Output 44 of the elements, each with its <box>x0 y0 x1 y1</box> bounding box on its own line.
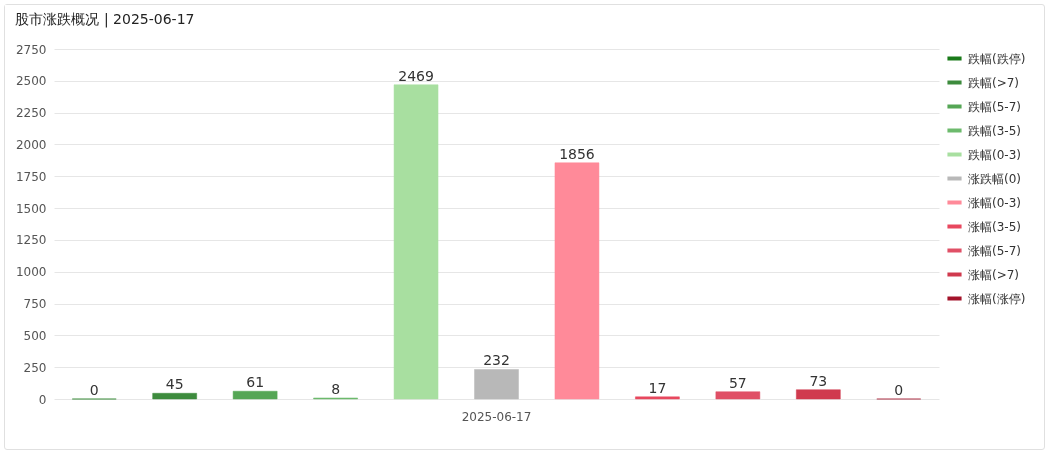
x-tick-label: 2025-06-17 <box>461 409 532 424</box>
bar <box>796 389 841 400</box>
legend-label: 涨幅(3-5) <box>968 219 1021 234</box>
legend-label: 跌幅(0-3) <box>968 147 1021 162</box>
legend-label: 跌幅(5-7) <box>968 99 1021 114</box>
data-label: 17 <box>648 379 667 396</box>
data-label: 61 <box>246 374 265 391</box>
data-label: 45 <box>165 376 184 393</box>
bar <box>232 390 278 400</box>
bar <box>474 369 519 400</box>
data-label: 0 <box>894 382 904 398</box>
legend-label: 涨幅(涨停) <box>968 291 1026 306</box>
bar <box>152 393 197 400</box>
bar <box>393 84 439 400</box>
y-tick-label: 2750 <box>15 42 47 57</box>
legend-label: 涨幅(0-3) <box>968 195 1021 210</box>
y-tick-label: 500 <box>23 328 47 343</box>
y-tick-label: 1250 <box>15 233 47 248</box>
legend-label: 跌幅(3-5) <box>968 123 1021 138</box>
y-tick-label: 1000 <box>15 265 47 280</box>
y-tick-label: 1750 <box>15 169 47 184</box>
y-tick-label: 0 <box>38 392 47 407</box>
legend-label: 涨幅(5-7) <box>968 243 1021 258</box>
data-label: 73 <box>809 372 828 389</box>
y-tick-label: 1500 <box>15 201 47 216</box>
data-label: 2469 <box>398 67 434 84</box>
data-label: 232 <box>483 352 510 369</box>
chart-title: 股市涨跌概况 | 2025-06-17 <box>15 11 195 28</box>
y-tick-label: 750 <box>23 297 47 312</box>
legend-label: 涨跌幅(0) <box>968 171 1021 186</box>
legend-label: 涨幅(>7) <box>968 267 1020 282</box>
data-label: 1856 <box>559 145 595 162</box>
y-tick-label: 2250 <box>15 106 47 121</box>
bar <box>554 162 600 400</box>
data-label: 57 <box>728 374 747 391</box>
data-label: 0 <box>89 382 99 398</box>
legend-label: 跌幅(>7) <box>968 75 1020 90</box>
legend-label: 跌幅(跌停) <box>968 51 1026 66</box>
data-label: 8 <box>331 380 341 397</box>
y-tick-label: 2500 <box>15 74 47 89</box>
y-tick-label: 250 <box>23 360 47 375</box>
y-tick-label: 2000 <box>15 137 47 152</box>
bar <box>715 391 761 400</box>
bar <box>635 396 680 400</box>
